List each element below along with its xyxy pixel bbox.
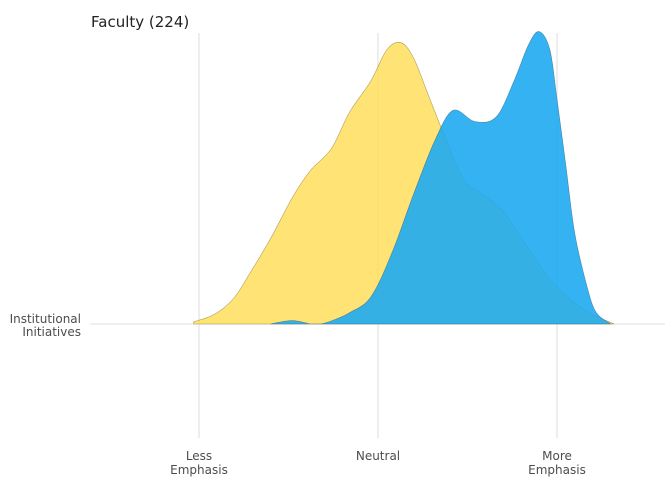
density-area-2 — [270, 31, 612, 325]
x-tick-label-2: More Emphasis — [528, 449, 586, 477]
row-label-0: Institutional Initiatives — [10, 312, 81, 339]
x-tick-label-0: Less Emphasis — [170, 449, 228, 477]
row-labels: Institutional Initiatives — [10, 312, 81, 339]
x-tick-label-1: Neutral — [356, 449, 400, 463]
density-series-group — [193, 31, 615, 325]
x-tick-labels: Less Emphasis Neutral More Emphasis — [170, 449, 586, 477]
chart-title: Faculty (224) — [91, 13, 189, 31]
